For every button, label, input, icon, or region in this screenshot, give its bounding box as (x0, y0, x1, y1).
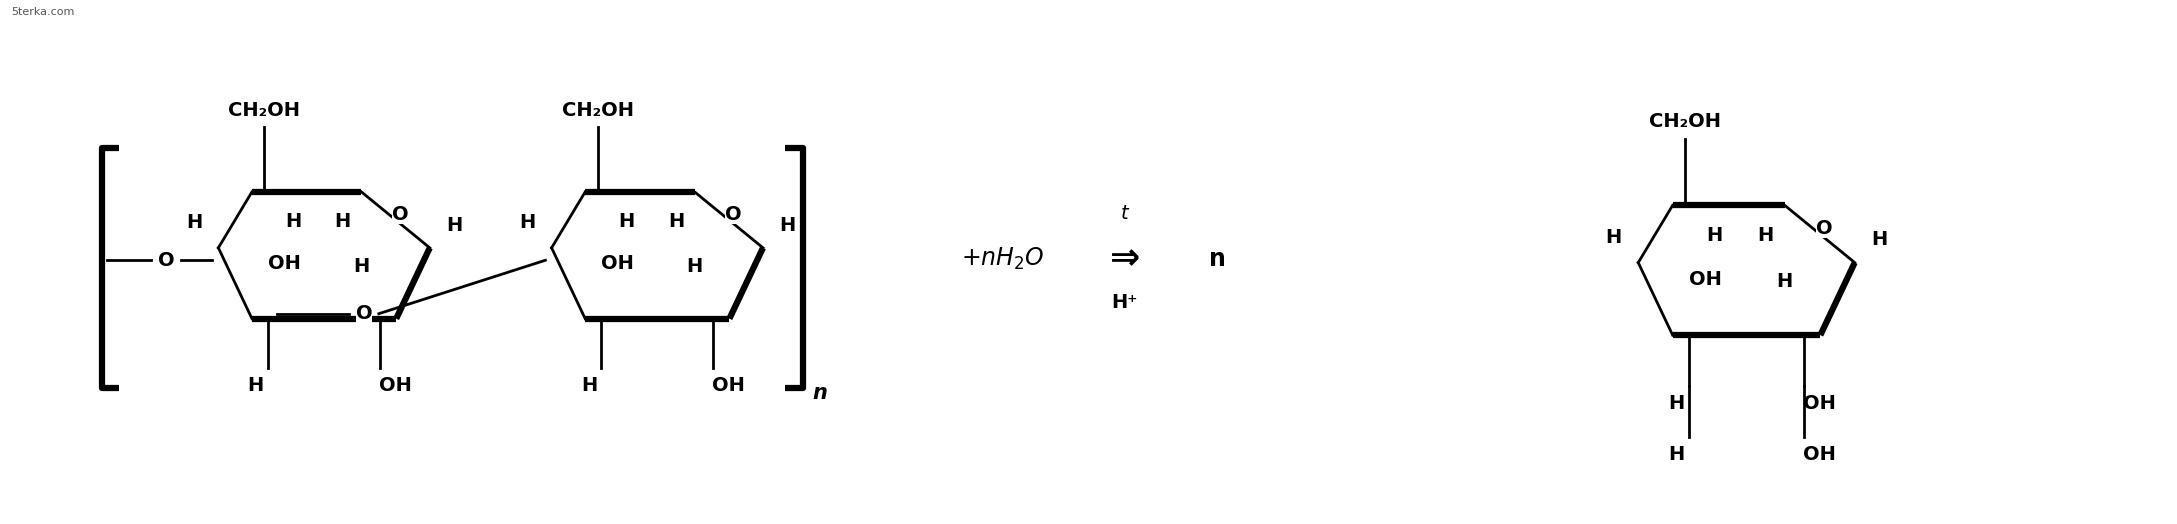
Text: n: n (1210, 247, 1226, 271)
Text: H: H (618, 212, 634, 231)
Text: OH: OH (379, 376, 411, 395)
Text: n: n (812, 384, 827, 403)
Text: H: H (1757, 226, 1774, 245)
Text: H: H (1872, 230, 1887, 249)
Text: O: O (159, 251, 174, 270)
Text: H: H (185, 213, 202, 233)
Text: H: H (248, 376, 263, 395)
Text: 5terka.com: 5terka.com (11, 7, 74, 17)
Text: H: H (335, 212, 350, 231)
Text: $+nH_2O$: $+nH_2O$ (960, 246, 1045, 272)
Text: OH: OH (268, 255, 300, 274)
Text: O: O (1816, 220, 1833, 238)
Text: OH: OH (1803, 394, 1835, 413)
Text: O: O (355, 304, 372, 323)
Text: OH: OH (601, 255, 634, 274)
Text: O: O (392, 205, 409, 224)
Text: CH₂OH: CH₂OH (229, 101, 300, 120)
Text: ⇒: ⇒ (1110, 242, 1141, 276)
Text: H⁺: H⁺ (1112, 293, 1139, 312)
Text: H: H (353, 257, 370, 276)
Text: H: H (518, 213, 536, 233)
Text: H: H (1707, 226, 1722, 245)
Text: CH₂OH: CH₂OH (562, 101, 634, 120)
Text: H: H (1604, 227, 1622, 247)
Text: OH: OH (1689, 270, 1722, 289)
Text: H: H (686, 257, 703, 276)
Text: t: t (1121, 204, 1128, 223)
Text: OH: OH (712, 376, 745, 395)
Text: CH₂OH: CH₂OH (1650, 113, 1722, 132)
Text: H: H (1776, 272, 1794, 291)
Text: H: H (446, 216, 462, 235)
Text: H: H (779, 216, 795, 235)
Text: H: H (1668, 445, 1685, 464)
Text: H: H (668, 212, 684, 231)
Text: H: H (581, 376, 596, 395)
Text: O: O (725, 205, 742, 224)
Text: H: H (285, 212, 300, 231)
Text: H: H (1668, 394, 1685, 413)
Text: OH: OH (1803, 445, 1835, 464)
